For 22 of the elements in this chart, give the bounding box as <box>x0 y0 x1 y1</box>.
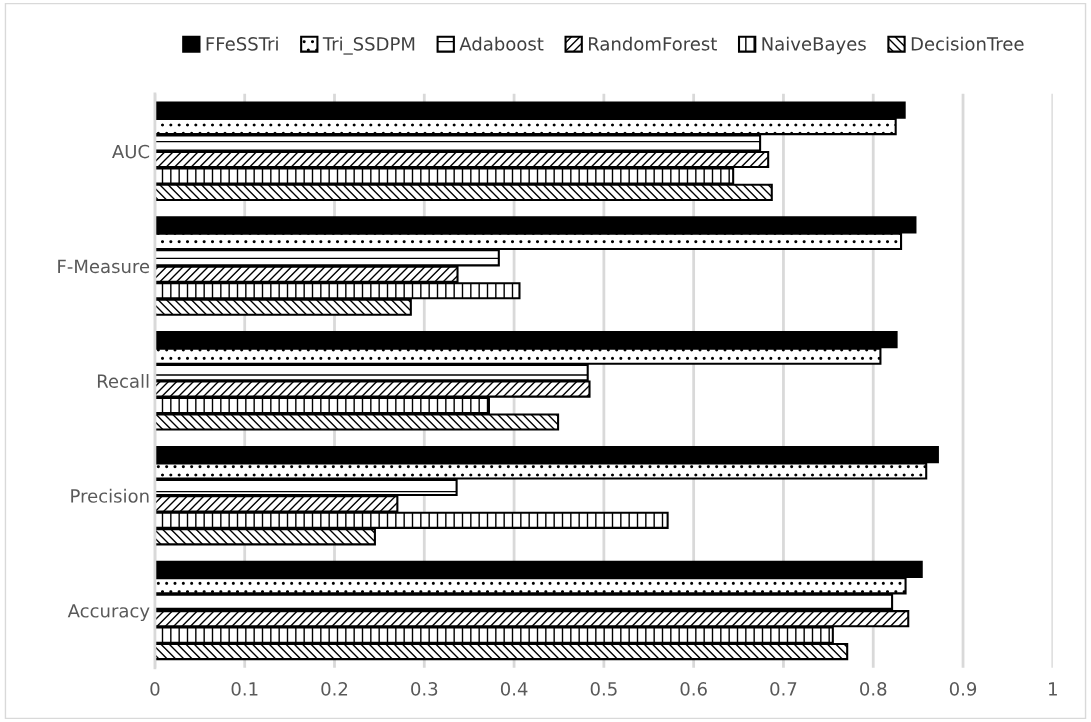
y-tick-label: Accuracy <box>67 604 150 622</box>
y-tick-label: F-Measure <box>58 259 150 274</box>
x-tick-label: 0.9 <box>949 682 977 696</box>
x-tick-label: 0.3 <box>411 682 438 696</box>
x-tick-label: 0.8 <box>860 682 887 696</box>
x-tick-label: 0.1 <box>231 682 258 696</box>
x-tick-label: 1 <box>1049 682 1057 696</box>
x-tick-label: 0.6 <box>680 682 707 696</box>
legend-label: DecisionTree <box>911 36 1024 51</box>
x-tick-label: 0.7 <box>770 682 797 696</box>
x-tick-label: 0.4 <box>500 682 528 696</box>
legend-label: Tri_SSDPM <box>322 36 415 55</box>
legend-label: Adaboost <box>459 36 544 51</box>
x-tick-label: 0.2 <box>321 682 348 696</box>
x-tick-label: 0 <box>150 682 160 696</box>
y-tick-label: Precision <box>71 488 149 503</box>
legend-label: FFeSSTri <box>206 36 278 51</box>
x-tick-label: 0.5 <box>590 682 617 696</box>
legend-label: RandomForest <box>588 36 717 51</box>
y-tick-label: AUC <box>112 144 150 159</box>
y-tick-label: Recall <box>97 374 149 388</box>
legend-label: NaiveBayes <box>762 36 866 55</box>
